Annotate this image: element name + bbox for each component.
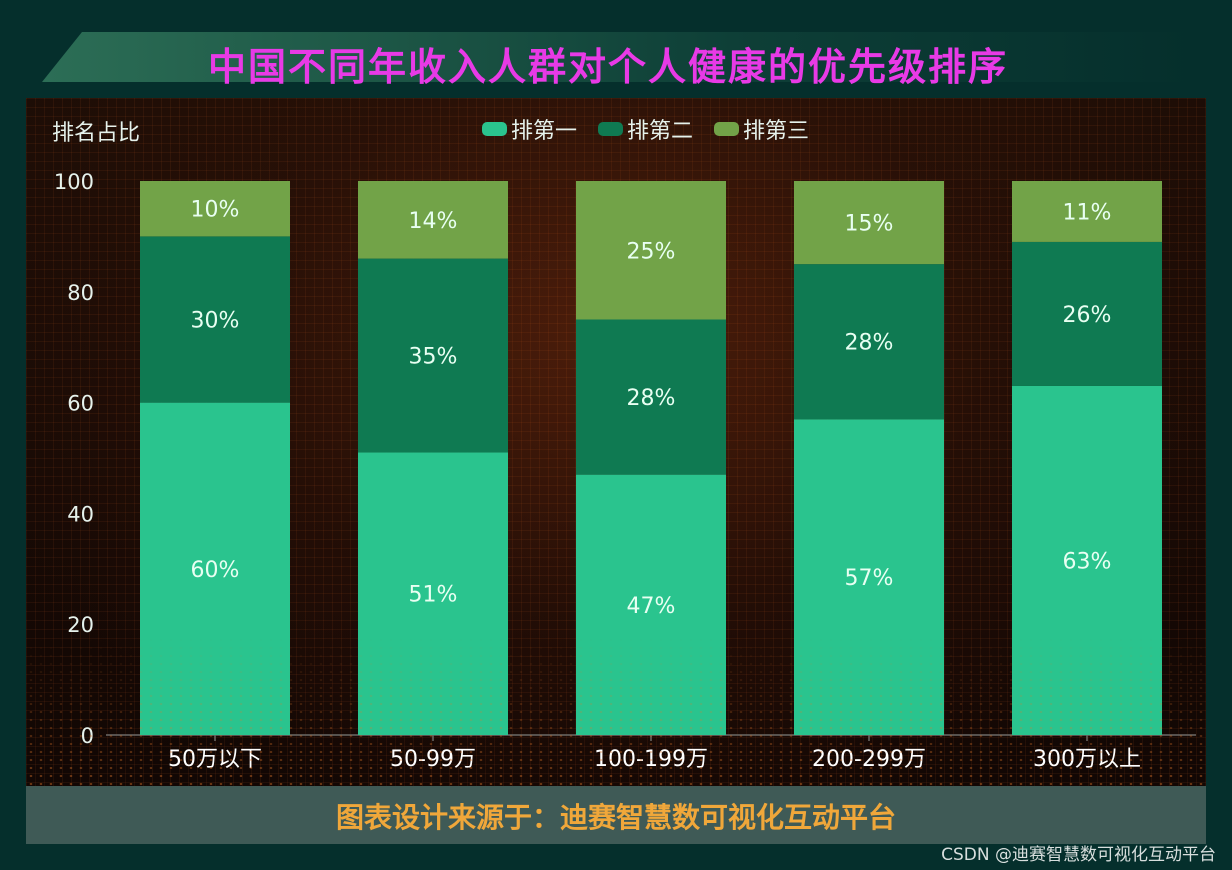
x-tick-label: 50-99万 bbox=[390, 747, 476, 772]
footer-bar bbox=[26, 786, 1206, 844]
data-label: 30% bbox=[191, 309, 240, 334]
data-label: 25% bbox=[627, 239, 676, 264]
legend-swatch bbox=[482, 122, 507, 136]
chart-panel: 排名占比 0 20 40 60 80 100 60% 30% 10% 50万以下 51% 35% 14% 5… bbox=[26, 98, 1206, 786]
y-tick-label: 60 bbox=[67, 392, 94, 416]
data-label: 60% bbox=[191, 558, 240, 583]
y-tick-label: 100 bbox=[54, 170, 94, 194]
data-label: 26% bbox=[1063, 303, 1112, 328]
bar-segment bbox=[1012, 181, 1162, 242]
legend-swatch bbox=[598, 122, 623, 136]
data-label: 57% bbox=[845, 566, 894, 591]
data-label: 51% bbox=[409, 583, 458, 608]
legend-label: 排第二 bbox=[627, 119, 693, 144]
bar-segment bbox=[140, 236, 290, 403]
y-tick-label: 20 bbox=[67, 613, 94, 637]
title-banner bbox=[42, 32, 1190, 82]
bar-segment bbox=[1012, 241, 1162, 386]
footer-source-text: 图表设计来源于：迪赛智慧数可视化互动平台 bbox=[335, 801, 896, 834]
y-tick-label: 80 bbox=[67, 281, 94, 305]
x-tick-label: 200-299万 bbox=[812, 747, 926, 772]
legend-swatch bbox=[714, 122, 739, 136]
data-label: 35% bbox=[409, 345, 458, 370]
x-tick-label: 100-199万 bbox=[594, 747, 708, 772]
data-label: 14% bbox=[409, 209, 458, 234]
stacked-bar-chart: 排名占比 0 20 40 60 80 100 60% 30% 10% 50万以下 51% 35% 14% 5… bbox=[52, 119, 1196, 772]
bar-segment bbox=[576, 181, 726, 320]
bar-segment bbox=[794, 264, 944, 420]
bar-segment bbox=[358, 258, 508, 453]
data-label: 15% bbox=[845, 212, 894, 237]
bar-segment bbox=[140, 181, 290, 237]
x-tick-label: 300万以上 bbox=[1033, 747, 1141, 772]
data-label: 63% bbox=[1063, 549, 1112, 574]
y-tick-label: 0 bbox=[81, 724, 94, 748]
data-label: 10% bbox=[191, 198, 240, 223]
y-axis-title: 排名占比 bbox=[52, 121, 140, 146]
legend-label: 排第三 bbox=[743, 119, 809, 144]
data-label: 11% bbox=[1063, 200, 1112, 225]
bar-segment bbox=[576, 319, 726, 475]
x-tick-label: 50万以下 bbox=[168, 747, 262, 772]
bar-segment bbox=[794, 181, 944, 265]
y-tick-label: 40 bbox=[67, 502, 94, 526]
watermark-text: CSDN @迪赛智慧数可视化互动平台 bbox=[941, 845, 1216, 865]
bar-segment bbox=[358, 181, 508, 259]
data-label: 28% bbox=[627, 386, 676, 411]
legend-label: 排第一 bbox=[511, 119, 577, 144]
data-label: 28% bbox=[845, 331, 894, 356]
page-title: 中国不同年收入人群对个人健康的优先级排序 bbox=[207, 45, 1008, 89]
data-label: 47% bbox=[627, 594, 676, 619]
